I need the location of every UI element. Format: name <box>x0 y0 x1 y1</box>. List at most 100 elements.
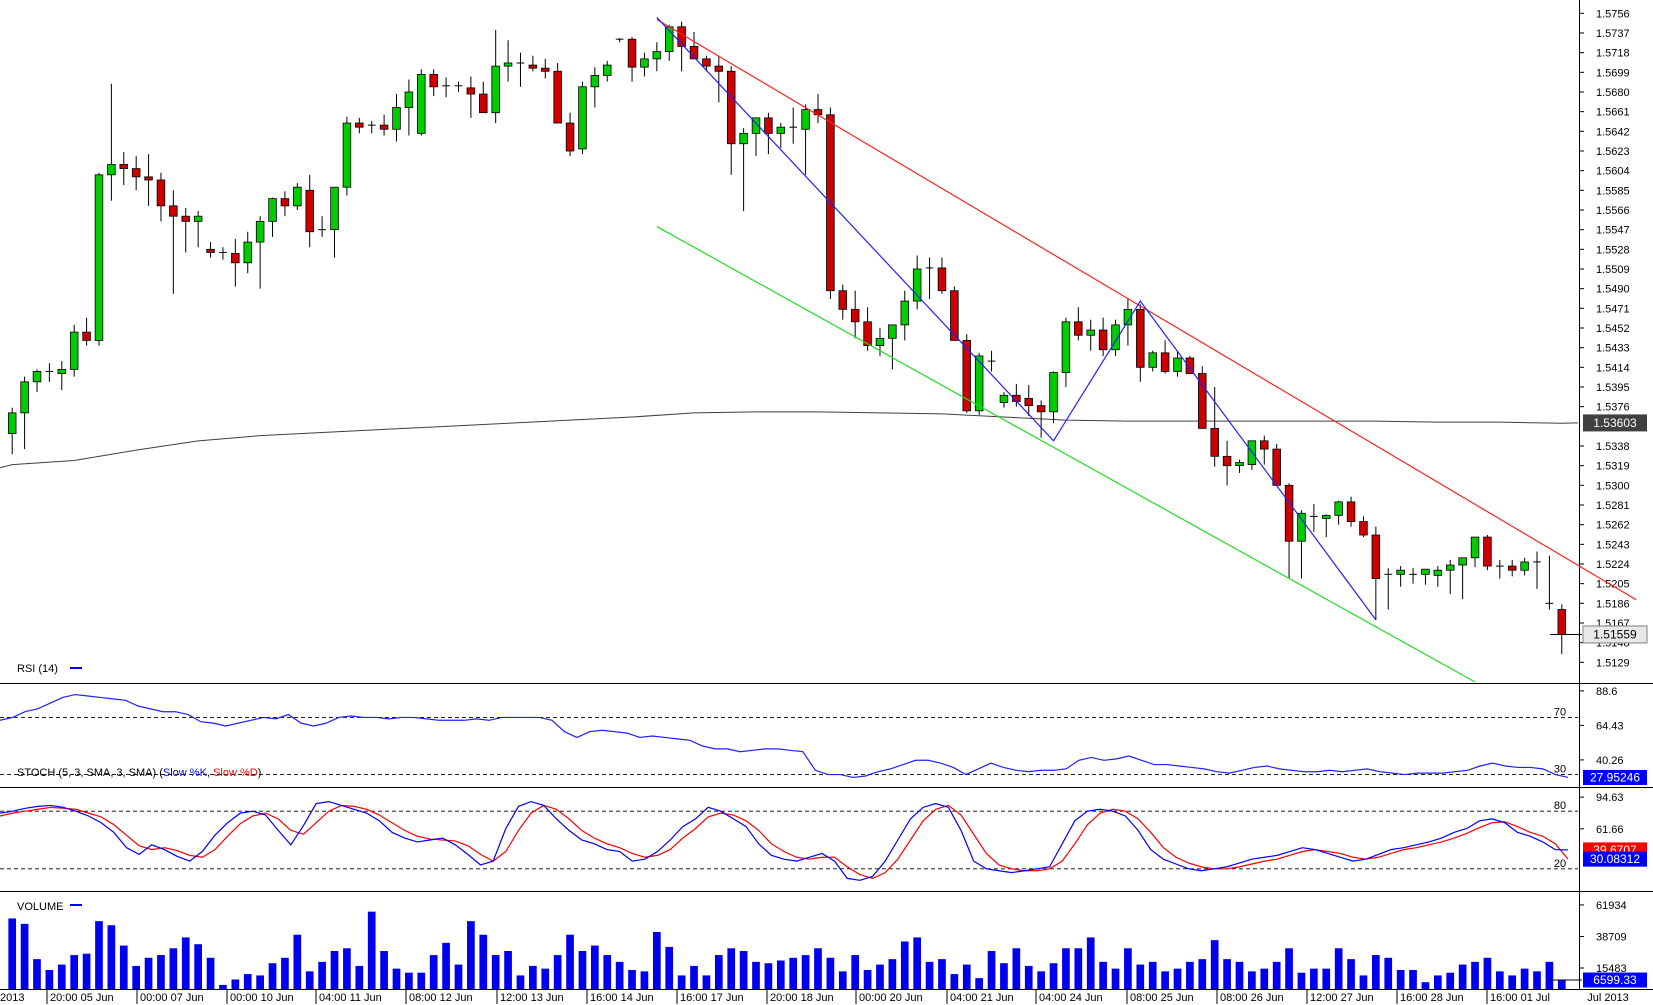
candle <box>330 186 339 258</box>
candle <box>950 286 959 341</box>
candle <box>776 123 786 148</box>
volume-bar <box>467 921 475 989</box>
volume-bar <box>591 945 599 989</box>
price-tick-label: 1.5699 <box>1596 67 1630 79</box>
volume-bar <box>343 948 351 989</box>
candle-body-down <box>305 189 314 233</box>
candle <box>144 154 153 206</box>
candle <box>974 352 984 415</box>
candle-body-down <box>702 58 711 67</box>
rsi-tick-label: 40.26 <box>1596 755 1624 767</box>
volume-bar <box>888 959 897 989</box>
candle <box>615 38 624 43</box>
volume-bar <box>566 934 574 989</box>
candle-body-up <box>1111 324 1120 351</box>
candle <box>801 104 810 175</box>
candle <box>789 107 798 144</box>
candle <box>739 128 748 212</box>
volume-bar <box>380 951 388 989</box>
candle-body-up <box>503 62 513 67</box>
candle-body-down <box>1359 521 1368 536</box>
volume-tick-label: 61934 <box>1596 900 1627 912</box>
volume-bar <box>1086 937 1095 989</box>
candle-body-down <box>169 205 178 217</box>
candle-body-up <box>603 64 612 76</box>
candle <box>1458 557 1467 600</box>
blue-zigzag-line <box>656 17 1377 621</box>
ma-price-box <box>1583 414 1647 432</box>
volume-bar <box>504 951 512 989</box>
candle <box>1260 435 1269 465</box>
volume-bar <box>119 945 128 989</box>
volume-bar <box>652 932 661 989</box>
candle <box>516 52 525 87</box>
price-tick-label: 1.5585 <box>1596 185 1630 197</box>
stoch-legend-k: Slow %K <box>163 767 208 779</box>
volume-bar <box>752 961 760 989</box>
candle-body-up <box>652 51 662 60</box>
candle-body-up <box>1470 536 1480 559</box>
volume-bar <box>628 970 636 989</box>
volume-bar <box>305 971 314 989</box>
candle <box>268 197 277 237</box>
candle <box>1533 551 1541 589</box>
candle-body-down <box>1024 397 1033 407</box>
price-tick-label: 1.5262 <box>1596 520 1630 532</box>
volume-bar <box>1124 948 1132 989</box>
candle-body-down <box>937 267 947 292</box>
volume-bar <box>913 937 922 989</box>
volume-bar <box>1297 972 1306 989</box>
candle-body-up <box>739 132 748 145</box>
volume-bar <box>838 971 847 989</box>
price-tick-label: 1.5300 <box>1596 480 1630 492</box>
candle-body-down <box>1557 609 1567 635</box>
candle <box>243 231 252 274</box>
candle <box>1160 340 1170 374</box>
candle <box>181 207 190 253</box>
time-tick-label: 04:00 21 Jun <box>950 992 1014 1004</box>
volume-bar <box>206 957 215 989</box>
price-tick-label: 1.5737 <box>1596 28 1630 40</box>
volume-panel: VOLUME 61934 38709 15483 6599.33 <box>8 900 1647 989</box>
volume-bar <box>553 955 562 989</box>
stoch-tick-label: 94.63 <box>1596 792 1624 804</box>
time-tick-label: 2013 <box>0 992 24 1004</box>
volume-bar <box>330 951 339 989</box>
candle <box>751 117 761 157</box>
candle-body-down <box>1483 536 1492 567</box>
volume-bar <box>1347 959 1355 989</box>
candle <box>652 42 662 72</box>
volume-bar <box>107 925 116 989</box>
candle-body-up <box>255 220 265 243</box>
stoch-d-last-box <box>1583 851 1647 867</box>
candle-body-up <box>392 107 401 130</box>
candle <box>726 66 736 175</box>
volume-bar <box>900 941 909 989</box>
volume-tick-label: 38709 <box>1596 931 1627 943</box>
volume-bar <box>1223 959 1231 989</box>
candle-body-down <box>1210 427 1219 457</box>
time-tick-label: 08:00 12 Jun <box>409 992 473 1004</box>
time-tick-label: 16:00 01 Jul <box>1490 992 1550 1004</box>
candle-body-up <box>1396 569 1405 575</box>
volume-bar <box>1310 968 1318 989</box>
volume-bar <box>1471 961 1479 989</box>
price-tick-label: 1.5395 <box>1596 382 1630 394</box>
candle <box>1322 514 1331 538</box>
candle <box>850 290 860 339</box>
candle <box>45 363 54 382</box>
candle <box>107 83 116 201</box>
volume-bar <box>1186 961 1194 989</box>
time-tick-label: 08:00 25 Jun <box>1130 992 1194 1004</box>
candle-body-down <box>1198 373 1207 429</box>
candle <box>1111 319 1120 356</box>
candle <box>169 190 178 294</box>
volume-bar <box>231 979 240 989</box>
volume-bar <box>1049 963 1058 989</box>
candle <box>1409 568 1417 584</box>
price-tick-label: 1.5319 <box>1596 461 1630 473</box>
candle <box>69 324 79 377</box>
volume-bar <box>789 957 798 989</box>
candle <box>1396 566 1405 587</box>
